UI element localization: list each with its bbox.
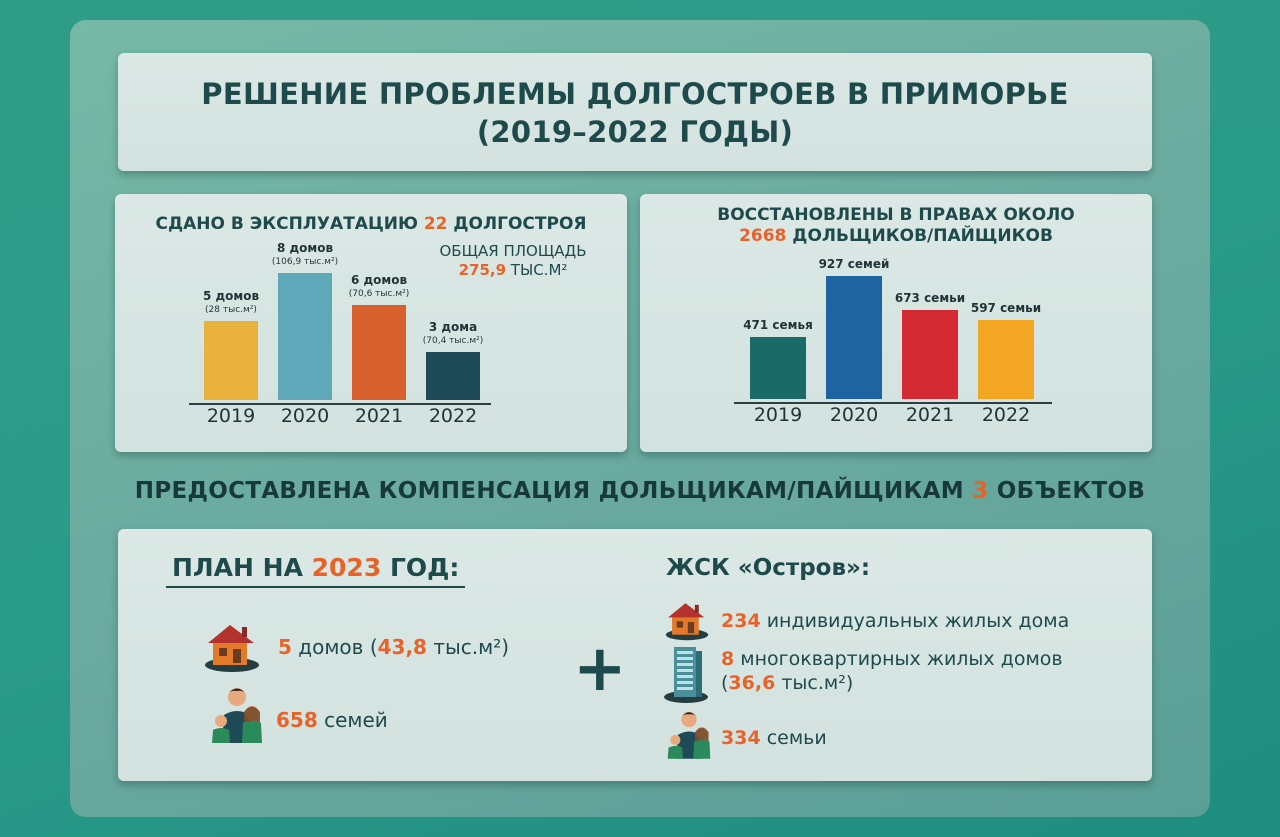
year-label-2019: 2019 <box>206 405 256 427</box>
bar-label-2020: 927 семей <box>818 257 890 271</box>
bar-label-2021: 673 семьи <box>894 290 966 305</box>
year-label-2019: 2019 <box>753 404 803 426</box>
bar-2022 <box>978 319 1034 399</box>
family-icon <box>212 688 262 743</box>
commissioned-chart-title: СДАНО В ЭКСПЛУАТАЦИЮ 22 ДОЛГОСТРОЯ <box>155 214 587 234</box>
bar-label-2019: 5 домов (28 тыс.м²) <box>202 288 260 315</box>
apartment-building-icon <box>664 647 708 703</box>
bar-2019 <box>204 320 258 400</box>
commissioned-chart-panel: СДАНО В ЭКСПЛУАТАЦИЮ 22 ДОЛГОСТРОЯ ОБЩАЯ… <box>115 194 627 452</box>
bar-2020 <box>278 273 332 400</box>
page-title: РЕШЕНИЕ ПРОБЛЕМЫ ДОЛГОСТРОЕВ В ПРИМОРЬЕ <box>201 77 1069 111</box>
restored-chart-title: ВОССТАНОВЛЕНЫ В ПРАВАХ ОКОЛО 2668 ДОЛЬЩИ… <box>717 205 1075 246</box>
plan-houses: 5 домов (43,8 тыс.м²) <box>278 635 510 659</box>
bar-2022 <box>426 352 480 400</box>
bar-2019 <box>750 336 806 399</box>
bar-label-2022: 597 семьи <box>970 300 1042 315</box>
bar-2021 <box>902 309 958 399</box>
zhsk-families: 334 семьи <box>721 727 827 749</box>
bar-2021 <box>352 304 406 400</box>
plan-title: ПЛАН НА 2023 ГОД: <box>166 553 466 588</box>
year-label-2022: 2022 <box>428 405 478 427</box>
restored-chart-panel: ВОССТАНОВЛЕНЫ В ПРАВАХ ОКОЛО 2668 ДОЛЬЩИ… <box>640 194 1152 452</box>
year-label-2020: 2020 <box>280 405 330 427</box>
bar-label-2021: 6 домов (70,6 тыс.м²) <box>348 272 410 299</box>
total-area-note: ОБЩАЯ ПЛОЩАДЬ 275,9 ТЫС.М² <box>439 242 587 279</box>
house-icon <box>205 625 259 672</box>
x-axis-line <box>189 403 491 405</box>
year-label-2020: 2020 <box>829 404 879 426</box>
plus-sign: + <box>573 632 627 706</box>
plan-families: 658 семей <box>276 708 388 732</box>
zhsk-apartment-buildings: 8 многоквартирных жилых домов (36,6 тыс.… <box>721 648 1063 694</box>
page-subtitle: (2019–2022 ГОДЫ) <box>476 115 794 149</box>
title-panel: РЕШЕНИЕ ПРОБЛЕМЫ ДОЛГОСТРОЕВ В ПРИМОРЬЕ … <box>118 53 1152 171</box>
bar-2020 <box>826 276 882 399</box>
bar-label-2022: 3 дома (70,4 тыс.м²) <box>422 320 484 347</box>
small-house-icon <box>665 603 709 641</box>
small-family-icon <box>667 711 711 759</box>
bar-label-2020: 8 домов (106,9 тыс.м²) <box>271 241 339 267</box>
plan-panel: ПЛАН НА 2023 ГОД: 5 домов (43,8 тыс.м²) … <box>118 529 1152 781</box>
year-label-2022: 2022 <box>981 404 1031 426</box>
bar-label-2019: 471 семья <box>743 317 813 332</box>
zhsk-title: ЖСК «Остров»: <box>666 555 871 581</box>
zhsk-individual-houses: 234 индивидуальных жилых дома <box>721 610 1070 632</box>
year-label-2021: 2021 <box>354 405 404 427</box>
x-axis-line <box>734 402 1052 404</box>
compensation-statement: ПРЕДОСТАВЛЕНА КОМПЕНСАЦИЯ ДОЛЬЩИКАМ/ПАЙЩ… <box>134 478 1146 504</box>
year-label-2021: 2021 <box>905 404 955 426</box>
